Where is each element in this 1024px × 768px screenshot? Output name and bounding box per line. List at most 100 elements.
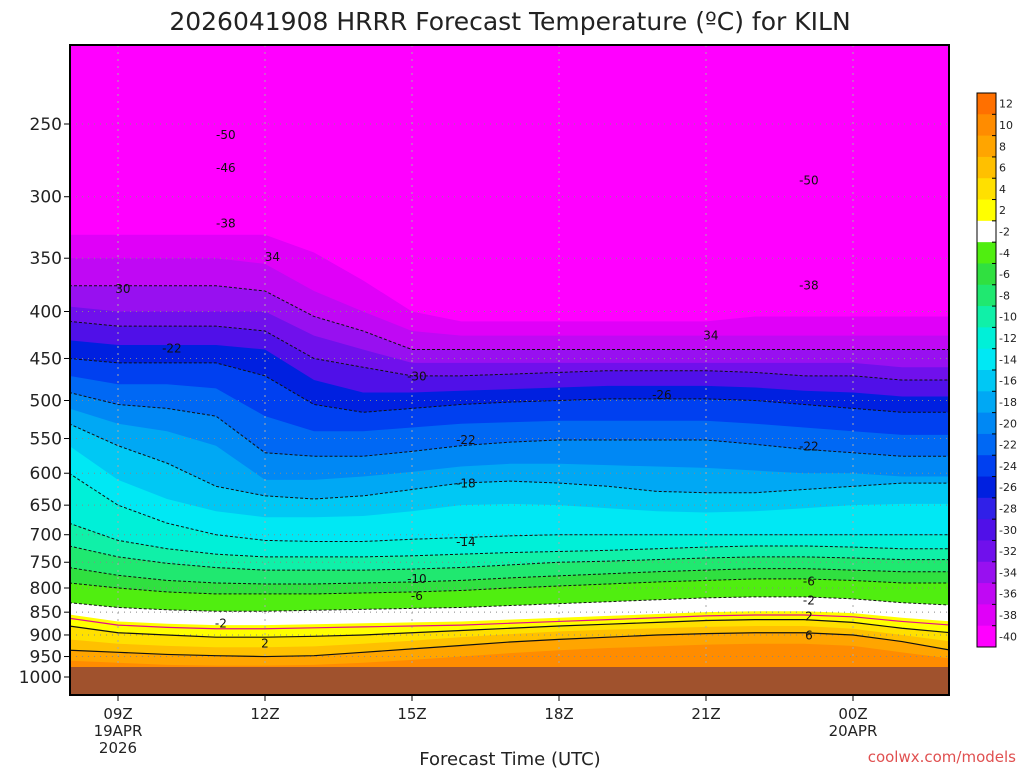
contour-label: -22 [799,439,819,453]
contour-label: -22 [456,433,476,447]
x-tick-sublabel: 19APR [94,722,143,740]
contour-label: -6 [411,589,423,603]
colorbar-label: 4 [999,183,1006,196]
colorbar-swatch [977,348,996,371]
colorbar-label: -26 [999,481,1017,494]
contour-label: -26 [652,388,672,402]
colorbar-label: 10 [999,119,1013,132]
colorbar-label: -10 [999,311,1017,324]
contour-lines [70,285,949,658]
contour-line [70,567,949,585]
colorbar-swatch [977,625,996,648]
contour-label: -2 [803,593,815,607]
contour-line [70,522,949,558]
y-tick-label: 1000 [19,668,62,688]
x-tick-label: 00Z [838,705,867,723]
colorbar-label: -6 [999,268,1010,281]
contour-label: 34 [703,329,718,343]
contour-label: 30 [115,282,130,296]
contour-line [70,596,949,612]
contour-label: -46 [216,161,236,175]
colorbar-label: -2 [999,226,1010,239]
y-tick-label: 500 [30,392,62,412]
colorbar-swatch [977,199,996,222]
colorbar-label: -22 [999,439,1017,452]
contour-label: 34 [265,250,280,264]
colorbar-swatch [977,433,996,456]
colorbar-label: -32 [999,545,1017,558]
colorbar-label: -34 [999,566,1017,579]
freezing-line [70,614,949,630]
colorbar-swatch [977,455,996,478]
contour-line-positive [70,619,949,638]
colorbar-label: -38 [999,609,1017,622]
colorbar: 12 10 8 6 4 2 -2 -4 -6 -8 -10 -12 -14 -16 -18 -20 -22 -24… [976,92,1017,648]
credit-text: coolwx.com/models [868,748,1016,766]
contour-label: -14 [456,535,476,549]
y-tick-label: 550 [30,430,62,450]
colorbar-swatch [977,114,996,137]
colorbar-label: -8 [999,289,1010,302]
colorbar-swatch [977,412,996,435]
colorbar-label: -14 [999,353,1017,366]
colorbar-swatch [977,476,996,499]
colorbar-swatch [977,604,996,627]
y-tick-label: 350 [30,249,62,269]
contour-label: -2 [215,616,227,630]
y-tick-label: 600 [30,464,62,484]
contour-line [70,423,949,500]
y-tick-label: 700 [30,526,62,546]
contour-label: -38 [216,217,236,231]
x-tick-label: 15Z [397,705,426,723]
colorbar-label: -36 [999,588,1017,601]
y-tick-label: 850 [30,603,62,623]
colorbar-label: -12 [999,332,1017,345]
contour-label: -22 [162,342,182,356]
x-tick-label: 12Z [250,705,279,723]
colorbar-swatch [977,306,996,328]
colorbar-label: -20 [999,417,1017,430]
y-tick-label: 650 [30,496,62,516]
colorbar-label: 2 [999,204,1006,217]
x-tick-label: 09Z [103,705,132,723]
colorbar-swatch [977,135,996,158]
x-axis-title: Forecast Time (UTC) [419,749,600,768]
x-tick-sublabel: 20APR [829,722,878,740]
colorbar-label: -4 [999,247,1010,260]
contour-line-positive [70,632,949,658]
contour-line [70,545,949,571]
chart-title: 2026041908 HRRR Forecast Temperature (ºC… [169,7,850,36]
colorbar-swatch [977,583,996,605]
colorbar-label: -18 [999,396,1017,409]
contour-line [70,285,949,351]
contour-label: -10 [407,572,427,586]
colorbar-swatch [977,391,996,414]
contour-line [70,578,949,595]
x-tick-sublabel: 2026 [99,739,137,757]
contour-label: -38 [799,279,819,293]
colorbar-swatch [977,561,996,584]
colorbar-swatch [977,242,996,264]
colorbar-swatch [977,93,996,115]
colorbar-swatch [977,370,996,392]
colorbar-label: 6 [999,162,1006,175]
y-tick-label: 800 [30,579,62,599]
contour-label: -50 [216,128,236,142]
colorbar-label: 12 [999,98,1013,111]
y-tick-label: 250 [30,115,62,135]
y-tick-label: 450 [30,349,62,369]
contour-line [70,358,949,413]
colorbar-swatch [977,284,996,307]
contour-line [70,392,949,457]
y-axis: 250 300 350 400 450 500 550 600 650 700 750 800 850 9… [19,115,70,688]
contour-line [70,320,949,381]
x-tick-label: 18Z [544,705,573,723]
contour-label: -18 [456,477,476,491]
y-tick-label: 750 [30,553,62,573]
colorbar-swatch [977,497,996,520]
colorbar-label: -40 [999,630,1017,643]
